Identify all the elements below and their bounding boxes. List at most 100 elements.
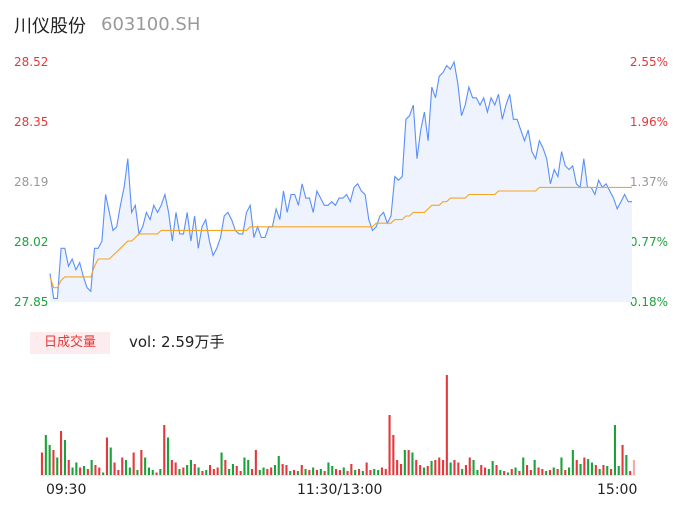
volume-bar xyxy=(487,469,490,475)
volume-bar xyxy=(136,470,139,475)
volume-bar xyxy=(583,457,586,475)
volume-bar xyxy=(472,460,475,475)
volume-bar xyxy=(602,465,605,475)
volume-bar xyxy=(63,440,66,475)
volume-bar xyxy=(155,472,158,475)
volume-bar xyxy=(86,469,89,475)
volume-bar xyxy=(556,469,559,475)
volume-bar xyxy=(228,469,231,475)
volume-bar xyxy=(480,465,483,475)
volume-bar xyxy=(590,462,593,475)
volume-bar xyxy=(610,469,613,475)
volume-bar xyxy=(430,461,433,475)
volume-bar xyxy=(613,425,616,475)
stock-code: 603100.SH xyxy=(101,14,201,35)
y-tick-left-2: 28.35 xyxy=(14,115,49,129)
volume-bar xyxy=(617,466,620,475)
volume-bar xyxy=(552,467,555,475)
volume-bar xyxy=(415,460,418,475)
volume-bar xyxy=(296,471,299,475)
volume-bar xyxy=(422,467,425,475)
volume-bar xyxy=(377,470,380,475)
volume-bar xyxy=(285,465,288,475)
volume-bar xyxy=(426,466,429,475)
volume-bar xyxy=(373,469,376,475)
volume-bar xyxy=(201,471,204,475)
volume-bar xyxy=(170,460,173,475)
y-tick-left-3: 28.19 xyxy=(14,175,49,189)
volume-bar xyxy=(216,467,219,475)
volume-bar xyxy=(94,465,97,475)
volume-bar xyxy=(186,465,189,475)
volume-bar xyxy=(476,470,479,475)
volume-bar xyxy=(396,460,399,475)
price-line xyxy=(49,60,632,299)
volume-bar xyxy=(327,462,330,475)
volume-bar xyxy=(587,459,590,475)
volume-bar xyxy=(338,470,341,475)
volume-bar xyxy=(537,467,540,475)
volume-bar xyxy=(147,467,150,475)
volume-bar xyxy=(518,471,521,475)
volume-bar xyxy=(209,465,212,475)
volume-bar xyxy=(598,469,601,475)
volume-bar xyxy=(419,465,422,475)
volume-bar xyxy=(128,467,131,475)
volume-bar xyxy=(449,462,452,475)
volume-bar xyxy=(308,470,311,475)
volume-bar xyxy=(514,467,517,475)
volume-bar xyxy=(384,469,387,475)
volume-bar xyxy=(132,452,135,475)
volume-bar xyxy=(52,450,55,475)
volume-bar xyxy=(560,457,563,475)
volume-bar xyxy=(220,452,223,475)
volume-bar xyxy=(510,469,513,475)
volume-bar xyxy=(464,465,467,475)
volume-bar xyxy=(247,460,250,475)
volume-bar xyxy=(121,457,124,475)
volume-bar xyxy=(594,465,597,475)
volume-bar xyxy=(266,469,269,475)
volume-bar xyxy=(564,470,567,475)
volume-bar xyxy=(606,466,609,475)
volume-bar xyxy=(407,450,410,475)
volume-bar xyxy=(98,467,101,475)
volume-bar xyxy=(495,465,498,475)
volume-bar xyxy=(400,464,403,475)
volume-bar xyxy=(281,464,284,475)
volume-bar xyxy=(312,467,315,475)
volume-bar xyxy=(67,460,70,475)
volume-bar xyxy=(71,467,74,475)
volume-bar xyxy=(44,435,47,475)
volume-bar xyxy=(163,425,166,475)
volume-bar xyxy=(571,450,574,475)
y-tick-right-4: 0.77% xyxy=(629,235,668,249)
y-tick-left-1: 28.52 xyxy=(14,55,49,69)
volume-bar xyxy=(503,471,506,475)
volume-bar xyxy=(105,437,108,475)
volume-bar xyxy=(548,470,551,475)
volume-bar xyxy=(231,464,234,475)
volume-bar xyxy=(258,470,261,475)
volume-bar xyxy=(254,450,257,475)
y-tick-right-1: 2.55% xyxy=(629,55,668,69)
volume-bar xyxy=(529,470,532,475)
volume-bar xyxy=(151,470,154,475)
price-area xyxy=(50,62,632,302)
volume-bar xyxy=(388,415,391,475)
volume-bar xyxy=(361,471,364,475)
volume-bar xyxy=(621,445,624,475)
volume-bar xyxy=(484,467,487,475)
volume-bar xyxy=(533,460,536,475)
volume-bar xyxy=(212,469,215,475)
volume-bar xyxy=(251,469,254,475)
volume-bar xyxy=(354,470,357,475)
volume-bar xyxy=(350,464,353,475)
volume-bar xyxy=(102,472,105,475)
volume-bar xyxy=(335,469,338,475)
volume-bar xyxy=(506,472,509,475)
volume-bar xyxy=(319,469,322,475)
volume-bar xyxy=(380,467,383,475)
volume-bar xyxy=(262,467,265,475)
